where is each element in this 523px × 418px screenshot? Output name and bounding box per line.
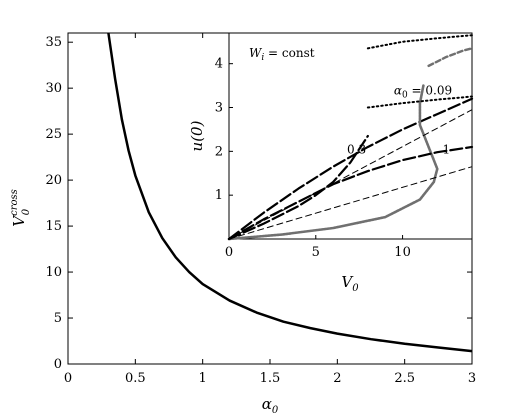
inset-curve-dashed (228, 166, 473, 240)
main-y-axis-label: Vcross0 (9, 189, 32, 227)
inset-curve-label: α0 = 0.09 (394, 83, 452, 100)
inset-curve-dashed-branch (227, 97, 474, 241)
main-curve (107, 32, 473, 353)
inset-annotation-rest: = const (264, 46, 315, 60)
main-x-tick-label: 0 (64, 371, 72, 386)
main-y-axis-label-symbol: V (10, 214, 28, 227)
main-series (107, 32, 473, 353)
main-x-tick-label: 0.5 (125, 371, 146, 386)
main-y-tick-label: 30 (45, 81, 62, 96)
inset-curve-labels: α0 = 0.09 0.3 1 (347, 83, 452, 156)
main-y-tick-label: 25 (45, 127, 62, 142)
inset-y-tick-label: 2 (215, 144, 223, 159)
inset-annotation-subscript: i (261, 53, 264, 63)
main-y-axis-label-superscript: cross (9, 189, 20, 216)
main-y-tick-label: 15 (45, 219, 62, 234)
inset-x-axis-label-subscript: 0 (352, 283, 359, 294)
inset-curve-dashed (228, 109, 473, 240)
main-y-tick-label: 35 (45, 35, 62, 50)
main-x-tick-label: 2.5 (394, 371, 415, 386)
inset-annotation: Wi = const (249, 46, 315, 63)
inset-curve-dotted (366, 34, 473, 50)
inset-x-axis-label: V0 (341, 273, 359, 294)
inset-y-tick-label: 1 (215, 188, 223, 203)
inset-curve-label: 0.3 (347, 143, 366, 157)
inset-y-tick-label: 3 (215, 101, 223, 116)
main-y-axis-label-subscript: 0 (21, 208, 32, 215)
main-y-tick-label: 20 (45, 173, 62, 188)
inset-x-tick-label: 10 (394, 245, 411, 260)
main-x-axis-label-symbol: α (262, 395, 272, 413)
main-x-tick-label: 2 (333, 371, 341, 386)
inset-x-tick-label: 5 (312, 245, 320, 260)
inset-curve-dashed-branch (227, 134, 369, 241)
inset-x-tick-label: 0 (225, 245, 233, 260)
inset-y-axis-label: u(0) (188, 120, 206, 151)
inset-annotation-symbol: W (249, 46, 263, 60)
main-x-axis-label-subscript: 0 (272, 405, 279, 413)
main-x-axis-label: α0 (262, 395, 279, 413)
inset-curve-grey-fold (227, 84, 439, 241)
main-x-tick-label: 3 (468, 371, 476, 386)
inset-curve-dashed-branch (227, 145, 474, 241)
inset-series (227, 34, 474, 241)
main-y-tick-label: 5 (54, 311, 62, 326)
inset-plot-background (228, 32, 473, 240)
main-y-tick-label: 10 (45, 265, 62, 280)
inset-ticks: 0 5 10 1 2 3 4 (215, 57, 411, 260)
main-y-tick-label: 0 (54, 357, 62, 372)
main-x-tick-label: 1.5 (260, 371, 281, 386)
inset-x-axis-label-symbol: V (341, 273, 354, 291)
inset-curve-grey-dashed (427, 47, 474, 68)
inset-curve-label: 1 (442, 143, 450, 157)
main-x-tick-label: 1 (199, 371, 207, 386)
inset-y-tick-label: 4 (215, 57, 223, 72)
inset-curve-dotted (366, 95, 473, 109)
